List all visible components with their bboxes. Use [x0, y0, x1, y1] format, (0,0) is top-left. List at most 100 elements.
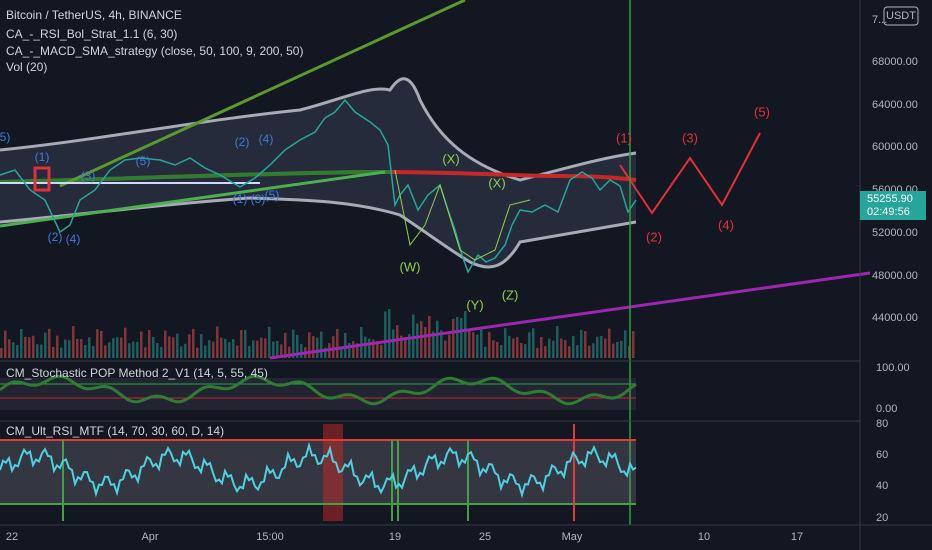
volume-bar: [580, 329, 583, 358]
volume-bar: [312, 336, 315, 358]
volume-bar: [596, 336, 599, 358]
volume-bar: [564, 340, 567, 358]
rsi-axis: 40: [876, 480, 888, 492]
wave-label: (3): [251, 192, 266, 206]
wave-label: (X): [442, 151, 459, 166]
volume-bar: [360, 327, 363, 358]
volume-bar: [576, 345, 579, 358]
volume-bar: [552, 340, 555, 358]
volume-bar: [8, 339, 11, 358]
wave-label: (W): [400, 259, 421, 274]
volume-bar: [464, 311, 467, 358]
volume-bar: [604, 338, 607, 358]
time-label: 25: [479, 531, 491, 543]
wave-label: (2): [646, 229, 662, 244]
volume-bar: [556, 326, 559, 358]
marker: [33, 166, 51, 192]
volume-bar: [192, 328, 195, 358]
volume-bar: [516, 337, 519, 358]
indicator-label[interactable]: CA_-_RSI_Bol_Strat_1.1 (6, 30): [6, 27, 177, 41]
volume-bar: [624, 330, 627, 358]
currency-button[interactable]: [883, 6, 919, 26]
volume-bar: [248, 346, 251, 358]
volume-bar: [184, 343, 187, 358]
volume-bar: [48, 328, 51, 358]
volume-bar: [188, 334, 191, 358]
rsi-axis: 20: [876, 512, 888, 524]
volume-bar: [380, 344, 383, 358]
volume-bar: [572, 335, 575, 358]
volume-bar: [444, 340, 447, 358]
volume-bar: [440, 330, 443, 358]
symbol-title[interactable]: Bitcoin / TetherUS, 4h, BINANCE: [6, 8, 182, 22]
volume-bar: [496, 341, 499, 358]
time-label: 17: [791, 531, 803, 543]
volume-bar: [468, 330, 471, 358]
volume-bar: [600, 336, 603, 358]
volume-bar: [588, 345, 591, 358]
wave-label: (1): [233, 192, 248, 206]
trend-line: [0, 170, 386, 228]
rsi-axis: 60: [876, 449, 888, 461]
volume-bar: [64, 339, 67, 358]
volume-bar: [256, 340, 259, 358]
indicator-label[interactable]: CA_-_MACD_SMA_strategy (close, 50, 100, …: [6, 44, 303, 58]
volume-bar: [288, 346, 291, 358]
volume-bar: [4, 330, 7, 358]
volume-bar: [56, 335, 59, 358]
volume-bar: [340, 347, 343, 358]
volume-bar: [560, 338, 563, 358]
volume-bar: [120, 337, 123, 358]
volume-bar: [372, 339, 375, 358]
indicator-label[interactable]: CM_Stochastic POP Method 2_V1 (14, 5, 55…: [6, 366, 268, 380]
wave-label: (5): [754, 104, 770, 119]
volume-bar: [508, 335, 511, 358]
time-label: 10: [698, 531, 710, 543]
volume-bar: [368, 338, 371, 358]
price-label: 60000.00: [872, 141, 918, 153]
volume-bar: [76, 338, 79, 358]
volume-bar: [136, 341, 139, 358]
volume-bar: [128, 343, 131, 358]
time-label: 15:00: [256, 531, 284, 543]
volume-bar: [92, 346, 95, 358]
wave-label: (Z): [502, 287, 519, 302]
volume-bar: [400, 335, 403, 358]
volume-bar: [616, 341, 619, 358]
volume-bar: [240, 329, 243, 358]
volume-bar: [532, 328, 535, 358]
volume-bar: [344, 332, 347, 358]
wave-label: (Y): [466, 297, 483, 312]
volume-bar: [60, 347, 63, 358]
volume: [0, 309, 635, 358]
volume-bar: [528, 332, 531, 358]
volume-bar: [484, 346, 487, 358]
indicator-label[interactable]: Vol (20): [6, 60, 47, 74]
ma-green: [0, 170, 391, 184]
volume-bar: [348, 342, 351, 358]
volume-bar: [384, 311, 387, 358]
price-label: 7...: [872, 14, 887, 26]
volume-bar: [300, 343, 303, 358]
volume-bar: [460, 318, 463, 358]
volume-bar: [236, 345, 239, 358]
volume-bar: [172, 337, 175, 358]
volume-bar: [336, 328, 339, 358]
wave-label: (3): [81, 169, 96, 183]
volume-bar: [612, 343, 615, 358]
volume-bar: [548, 338, 551, 358]
volume-bar: [228, 342, 231, 358]
currency[interactable]: USDT: [886, 10, 916, 22]
time-label: May: [562, 531, 583, 543]
volume-bar: [316, 337, 319, 358]
volume-bar: [428, 315, 431, 358]
volume-bar: [356, 343, 359, 358]
volume-bar: [124, 327, 127, 358]
trend-line: [59, 0, 466, 188]
volume-bar: [24, 336, 27, 358]
volume-bar: [280, 344, 283, 358]
volume-bar: [20, 328, 23, 358]
volume-bar: [72, 326, 75, 358]
indicator-label[interactable]: CM_Ult_RSI_MTF (14, 70, 30, 60, D, 14): [6, 424, 224, 438]
volume-bar: [308, 332, 311, 358]
